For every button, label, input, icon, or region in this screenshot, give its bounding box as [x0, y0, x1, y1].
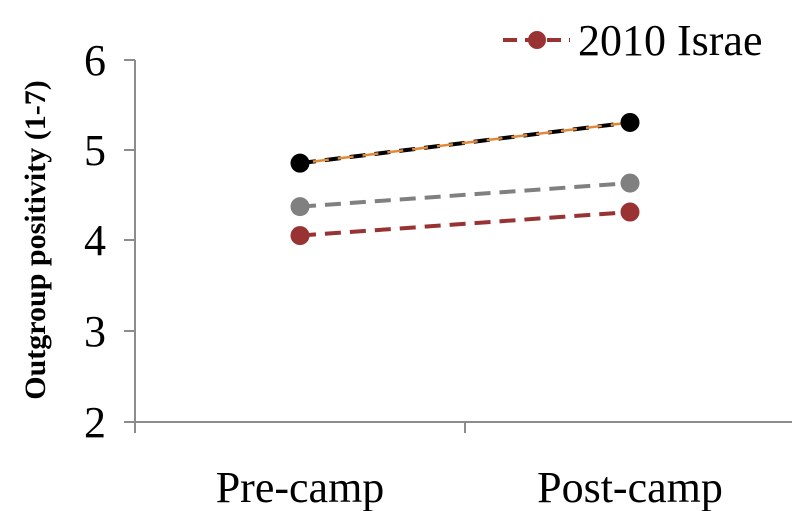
y-axis: 2 3 4 5 6 Outgroup positivity (1-7) — [19, 36, 136, 447]
y-tick-label: 6 — [84, 36, 106, 85]
y-tick-label: 5 — [84, 126, 106, 175]
series-2-point-post-camp — [620, 173, 640, 193]
legend-swatch-marker — [528, 31, 546, 49]
y-tick-label: 2 — [84, 398, 106, 447]
series-3-point-pre-camp — [290, 226, 310, 246]
legend: 2010 Israe — [503, 16, 763, 65]
series-2-point-pre-camp — [290, 197, 310, 217]
series-1-point-post-camp — [620, 112, 640, 132]
x-tick-label-pre-camp: Pre-camp — [216, 463, 385, 511]
y-tick-label: 3 — [84, 307, 106, 356]
series-1-point-pre-camp — [290, 153, 310, 173]
series-layer — [290, 112, 640, 246]
x-tick-label-post-camp: Post-camp — [537, 463, 723, 511]
y-tick-label: 4 — [84, 216, 106, 265]
x-axis: Pre-camp Post-camp — [134, 421, 792, 511]
series-3-point-post-camp — [620, 202, 640, 222]
series-line-3 — [299, 210, 631, 238]
series-line-2 — [299, 181, 631, 209]
legend-label: 2010 Israe — [578, 16, 763, 65]
series-overlay-line-1 — [299, 121, 631, 165]
y-axis-label: Outgroup positivity (1-7) — [19, 80, 52, 399]
